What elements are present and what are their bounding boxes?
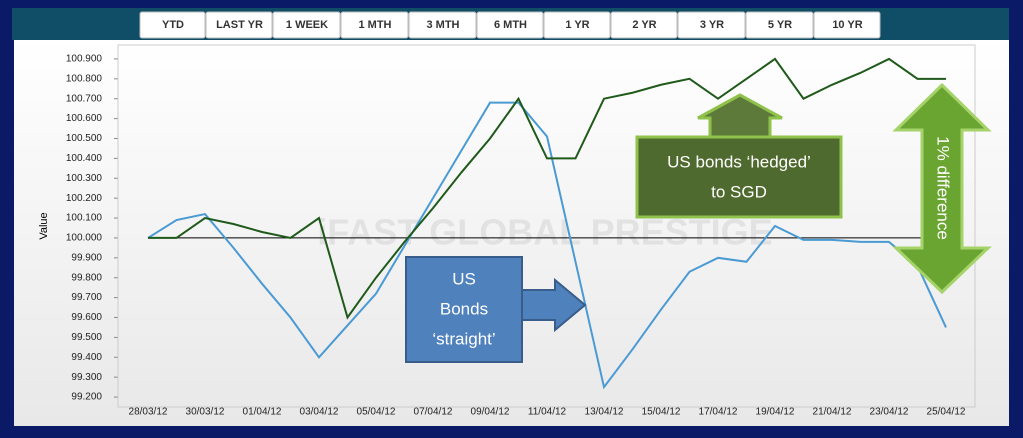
y-tick-label: 100.400 (66, 153, 103, 164)
tab[interactable]: 10 YR (813, 11, 881, 39)
tab-button[interactable] (543, 11, 611, 39)
annotation-box (405, 256, 523, 363)
tab-button[interactable] (205, 11, 273, 39)
x-tick-label: 21/04/12 (813, 407, 852, 418)
annotation-text: to SGD (711, 182, 767, 201)
tab[interactable]: 3 MTH (408, 11, 477, 39)
series-line (148, 57, 946, 320)
tab-button[interactable] (408, 11, 477, 39)
tab-label[interactable]: YTD (162, 19, 184, 31)
tab[interactable]: YTD (139, 11, 206, 39)
y-tick-label: 99.300 (71, 372, 102, 383)
y-tick-label: 100.500 (66, 133, 103, 144)
y-tick-label: 100.300 (66, 173, 103, 184)
y-tick-label: 99.600 (71, 312, 102, 323)
x-tick-label: 13/04/12 (585, 407, 624, 418)
y-tick-label: 100.800 (66, 73, 103, 84)
x-tick-label: 03/04/12 (300, 407, 339, 418)
x-tick-label: 09/04/12 (471, 407, 510, 418)
tab-label[interactable]: 5 YR (768, 19, 792, 31)
y-tick-label: 100.100 (66, 213, 103, 224)
tab[interactable]: 5 YR (745, 11, 814, 39)
tab-button[interactable] (340, 11, 409, 39)
x-tick-label: 05/04/12 (357, 407, 396, 418)
arrow-right (519, 277, 587, 333)
tab-label[interactable]: 1 YR (565, 19, 589, 31)
annotation-text: US (452, 269, 476, 288)
tab-label[interactable]: 1 MTH (359, 19, 392, 31)
annotation-box (635, 135, 843, 219)
y-tick-label: 99.500 (71, 332, 102, 343)
x-tick-label: 17/04/12 (699, 407, 738, 418)
tab-button[interactable] (272, 11, 341, 39)
y-tick-label: 99.800 (71, 272, 102, 283)
annotation-text: 1% difference (934, 136, 953, 240)
y-tick-label: 99.400 (71, 352, 102, 363)
annotation-text: US bonds ‘hedged’ (667, 152, 811, 171)
y-tick-label: 99.700 (71, 292, 102, 303)
y-tick-label: 100.700 (66, 93, 103, 104)
tab[interactable]: 1 WEEK (272, 11, 341, 39)
x-tick-label: 01/04/12 (243, 407, 282, 418)
x-tick-label: 19/04/12 (756, 407, 795, 418)
tab-button[interactable] (813, 11, 881, 39)
tab-label[interactable]: 3 YR (700, 19, 724, 31)
tab-button[interactable] (610, 11, 678, 39)
y-tick-label: 100.900 (66, 54, 103, 65)
tab-label[interactable]: LAST YR (216, 19, 263, 31)
x-tick-label: 28/03/12 (129, 407, 168, 418)
tab-label[interactable]: 10 YR (832, 19, 862, 31)
tab-button[interactable] (745, 11, 814, 39)
tab-label[interactable]: 2 YR (632, 19, 656, 31)
double-arrow (892, 82, 992, 295)
tab[interactable]: LAST YR (205, 11, 273, 39)
tab-button[interactable] (677, 11, 746, 39)
x-tick-label: 25/04/12 (927, 407, 966, 418)
x-tick-label: 11/04/12 (528, 407, 567, 418)
x-tick-label: 07/04/12 (414, 407, 453, 418)
x-tick-label: 15/04/12 (642, 407, 681, 418)
tab[interactable]: 2 YR (610, 11, 678, 39)
tab[interactable]: 1 YR (543, 11, 611, 39)
y-tick-label: 99.900 (71, 252, 102, 263)
annotation-text: Bonds (440, 299, 488, 318)
tab-label[interactable]: 1 WEEK (286, 19, 328, 31)
tab[interactable]: 3 YR (677, 11, 746, 39)
tab-label[interactable]: 3 MTH (427, 19, 460, 31)
tab-button[interactable] (476, 11, 544, 39)
annotation-text: ‘straight’ (432, 329, 495, 348)
tab[interactable]: 6 MTH (476, 11, 544, 39)
x-tick-label: 30/03/12 (186, 407, 225, 418)
y-tick-label: 100.000 (66, 233, 103, 244)
y-tick-label: 100.200 (66, 193, 103, 204)
tab[interactable]: 1 MTH (340, 11, 409, 39)
plot-frame (117, 44, 976, 408)
y-tick-label: 100.600 (66, 113, 103, 124)
tab-label[interactable]: 6 MTH (494, 19, 527, 31)
series-line (147, 101, 947, 390)
arrow-up (697, 93, 783, 139)
y-axis-label: Value (38, 212, 50, 239)
tab-button[interactable] (139, 11, 206, 39)
x-tick-label: 23/04/12 (870, 407, 909, 418)
y-tick-label: 99.200 (71, 392, 102, 403)
